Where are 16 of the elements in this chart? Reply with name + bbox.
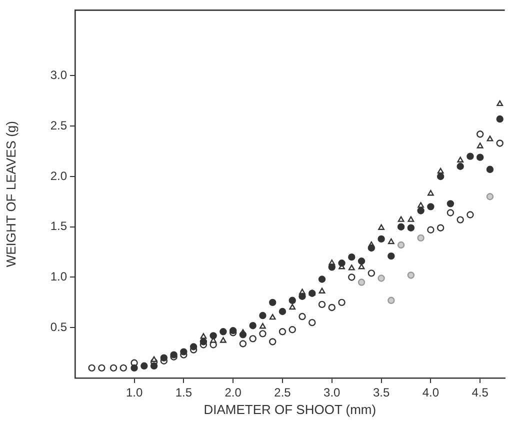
y-tick-label: 2.0 <box>50 168 68 183</box>
x-tick-label: 2.0 <box>224 386 242 400</box>
x-axis-title: DIAMETER OF SHOOT (mm) <box>204 402 376 417</box>
x-tick-label: 1.5 <box>175 386 192 400</box>
x-tick-label: 3.0 <box>324 386 341 400</box>
y-tick-label: 1.5 <box>50 219 68 234</box>
x-tick-label: 2.5 <box>274 386 292 400</box>
x-tick-label: 3.5 <box>372 386 390 400</box>
y-tick-label: 3.0 <box>50 68 68 82</box>
x-tick-label: 1.0 <box>126 386 143 400</box>
x-tick-label: 4.5 <box>472 386 489 400</box>
y-tick-label: 2.5 <box>50 118 68 132</box>
y-tick-label: 0.5 <box>50 320 68 334</box>
y-tick-label: 1.0 <box>50 270 68 284</box>
x-tick-label: 4.0 <box>422 386 440 400</box>
y-axis-title: WEIGHT OF LEAVES (g) <box>3 121 18 268</box>
